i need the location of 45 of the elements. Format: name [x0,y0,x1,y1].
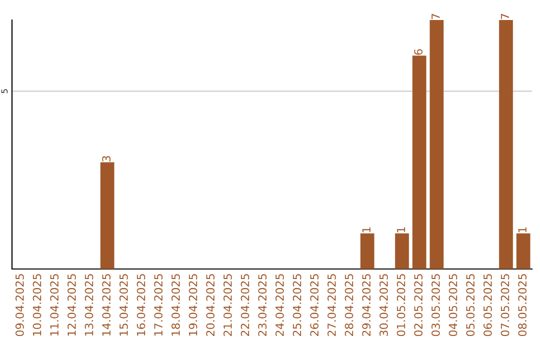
bar [499,20,513,269]
x-tick-label: 17.04.2025 [154,274,163,336]
x-tick-label: 08.05.2025 [518,274,527,336]
x-tick-label: 02.05.2025 [414,274,423,336]
x-tick-label: 25.04.2025 [292,274,302,336]
x-tick-label: 30.04.2025 [379,274,388,336]
x-tick-label: 18.04.2025 [171,274,180,336]
x-tick-label: 12.04.2025 [67,274,76,336]
x-tick-label: 05.05.2025 [466,274,475,336]
data-label: 1 [362,227,370,232]
x-tick-label: 15.04.2025 [119,274,128,336]
data-label: 7 [500,14,510,20]
x-tick-label: 16.04.2025 [136,274,146,336]
x-tick-label: 26.04.2025 [310,274,319,336]
data-label: 1 [396,227,406,232]
x-tick-label: 06.05.2025 [483,274,492,336]
x-tick-label: 28.04.2025 [344,274,354,336]
x-tick-label: 11.04.2025 [50,274,59,336]
x-tick-label: 03.05.2025 [431,274,440,336]
x-tick-label: 13.04.2025 [84,274,94,336]
x-tick-label: 20.04.2025 [206,274,215,336]
x-tick-label: 09.04.2025 [15,274,24,336]
x-tick-label: 01.05.2025 [396,274,406,336]
x-tick-label: 07.05.2025 [500,274,510,336]
y-tick-label: 5 [1,89,8,94]
data-label: 7 [432,14,440,20]
bar [430,20,444,269]
x-tick-label: 24.04.2025 [275,274,284,336]
data-label: 6 [414,49,423,55]
x-tick-label: 21.04.2025 [223,274,232,336]
data-label: 3 [102,156,111,162]
x-tick-label: 14.04.2025 [102,274,111,336]
bar [412,56,426,269]
data-label: 1 [518,227,526,232]
bar [100,162,114,269]
bar [395,233,409,269]
x-tick-label: 10.04.2025 [32,274,42,336]
bar [516,233,530,269]
x-tick-label: 19.04.2025 [188,274,198,336]
x-tick-label: 23.04.2025 [258,274,267,336]
x-tick-label: 22.04.2025 [240,274,250,336]
bar [360,233,374,269]
x-tick-label: 04.05.2025 [448,274,458,336]
x-tick-label: 27.04.2025 [327,274,336,336]
x-tick-label: 29.04.2025 [362,274,371,336]
